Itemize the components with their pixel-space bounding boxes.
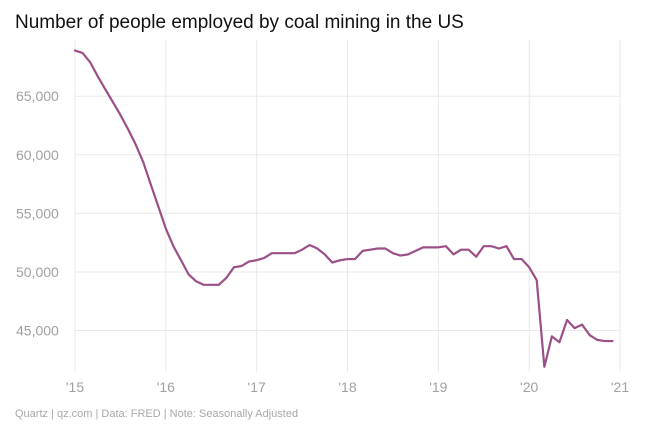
series-line-coal-employment [73,49,614,368]
chart-footer: Quartz | qz.com | Data: FRED | Note: Sea… [15,408,299,420]
x-tick-label: '17 [248,379,266,395]
x-tick-label: '18 [338,379,356,395]
y-tick-label: 45,000 [16,323,59,339]
y-axis-ticks: 45,000 50,000 55,000 60,000 65,000 [16,88,59,338]
grid-lines [74,40,621,372]
x-axis-ticks: '15 '16 '17 '18 '19 '20 '21 [66,379,629,395]
chart-title: Number of people employed by coal mining… [15,12,464,33]
y-tick-label: 50,000 [16,264,59,280]
y-tick-label: 65,000 [16,88,59,104]
x-tick-label: '19 [429,379,447,395]
y-tick-label: 60,000 [16,147,59,163]
x-tick-label: '21 [611,379,629,395]
x-tick-label: '15 [66,379,84,395]
x-tick-label: '16 [157,379,175,395]
x-tick-label: '20 [520,379,538,395]
y-tick-label: 55,000 [16,205,59,221]
